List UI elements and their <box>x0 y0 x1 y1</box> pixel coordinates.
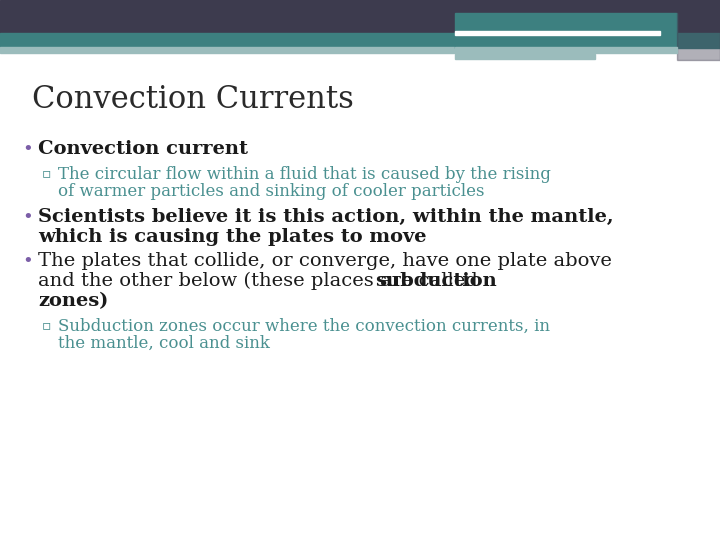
Text: ▫: ▫ <box>42 318 51 332</box>
Text: subduction: subduction <box>375 272 497 290</box>
Bar <box>0 47 455 53</box>
Text: The plates that collide, or converge, have one plate above: The plates that collide, or converge, ha… <box>38 252 612 270</box>
Text: Convection current: Convection current <box>38 140 248 158</box>
Bar <box>455 47 677 53</box>
Text: which is causing the plates to move: which is causing the plates to move <box>38 228 426 246</box>
Text: •: • <box>22 252 32 270</box>
Text: ▫: ▫ <box>42 166 51 180</box>
Text: The circular flow within a fluid that is caused by the rising: The circular flow within a fluid that is… <box>58 166 551 183</box>
Text: of warmer particles and sinking of cooler particles: of warmer particles and sinking of coole… <box>58 183 485 200</box>
Bar <box>677 0 720 60</box>
Bar <box>455 54 595 59</box>
Bar <box>455 13 677 48</box>
Bar <box>455 31 660 35</box>
Text: Scientists believe it is this action, within the mantle,: Scientists believe it is this action, wi… <box>38 208 613 226</box>
Text: zones): zones) <box>38 292 109 310</box>
Text: Convection Currents: Convection Currents <box>32 84 354 115</box>
Text: and the other below (these places are called: and the other below (these places are ca… <box>38 272 484 291</box>
Text: Subduction zones occur where the convection currents, in: Subduction zones occur where the convect… <box>58 318 550 335</box>
Text: •: • <box>22 140 32 158</box>
Text: the mantle, cool and sink: the mantle, cool and sink <box>58 335 270 352</box>
Bar <box>0 0 720 33</box>
Text: •: • <box>22 208 32 226</box>
Bar <box>0 33 720 48</box>
